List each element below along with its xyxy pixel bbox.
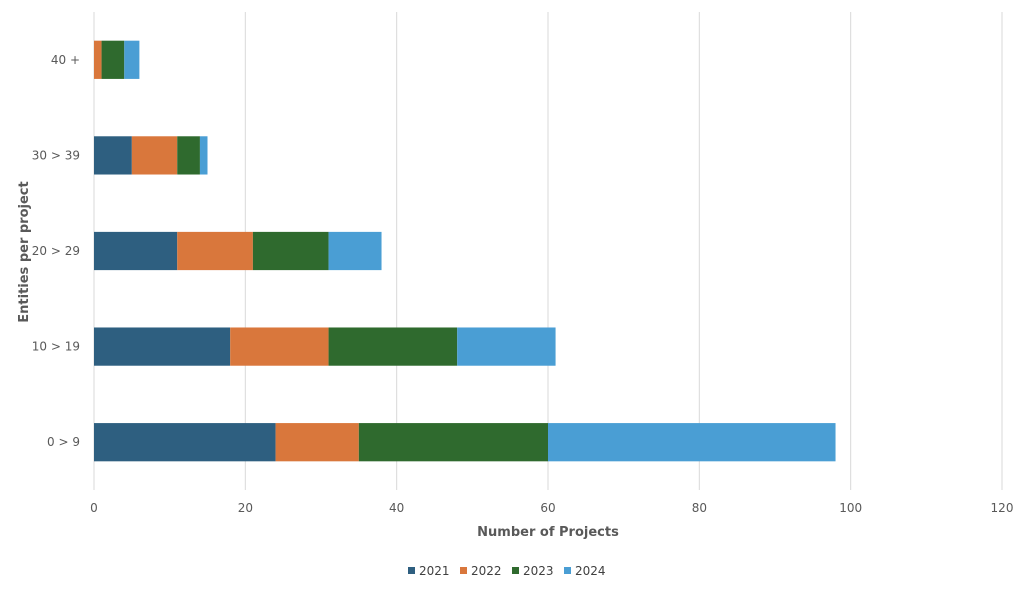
x-tick-label: 100 xyxy=(839,501,862,515)
x-tick-label: 40 xyxy=(389,501,404,515)
y-tick-label: 20 > 29 xyxy=(32,244,80,258)
bar-2022-4 xyxy=(94,40,102,79)
bar-2021-0 xyxy=(94,423,276,462)
y-tick-label: 0 > 9 xyxy=(47,435,80,449)
x-tick-label: 60 xyxy=(540,501,555,515)
y-tick-label: 30 > 39 xyxy=(32,148,80,162)
x-tick-label: 0 xyxy=(90,501,98,515)
bar-2024-1 xyxy=(457,327,556,366)
x-tick-label: 20 xyxy=(238,501,253,515)
x-tick-label: 80 xyxy=(692,501,707,515)
legend-label: 2023 xyxy=(523,564,554,578)
bar-2021-1 xyxy=(94,327,231,366)
bar-2022-1 xyxy=(230,327,329,366)
bar-2022-0 xyxy=(275,423,359,462)
bar-2023-3 xyxy=(177,136,200,175)
bar-2023-0 xyxy=(358,423,548,462)
bar-2024-4 xyxy=(124,40,140,79)
y-tick-label: 40 + xyxy=(51,53,80,67)
bar-2021-2 xyxy=(94,231,178,271)
x-axis-ticks: 0 20 40 60 80 100 120 xyxy=(90,501,1013,515)
x-tick-label: 120 xyxy=(991,501,1014,515)
bar-2024-0 xyxy=(548,423,836,462)
legend-swatch-2024 xyxy=(564,567,571,574)
bar-2024-3 xyxy=(199,136,208,175)
bar-2024-2 xyxy=(328,231,382,271)
bar-2023-2 xyxy=(252,231,329,271)
bar-2023-1 xyxy=(328,327,458,366)
y-axis-ticks: 0 > 9 10 > 19 20 > 29 30 > 39 40 + xyxy=(32,53,80,449)
y-axis-title: Entities per project xyxy=(17,181,32,322)
bar-2021-3 xyxy=(94,136,132,175)
legend-swatch-2021 xyxy=(408,567,415,574)
bar-2022-2 xyxy=(177,231,253,271)
gridlines xyxy=(93,12,1003,490)
x-axis-title: Number of Projects xyxy=(477,525,619,540)
y-tick-label: 10 > 19 xyxy=(32,340,80,354)
legend-swatch-2022 xyxy=(460,567,467,574)
bar-2022-3 xyxy=(131,136,178,175)
legend-label: 2024 xyxy=(575,564,606,578)
bars xyxy=(94,40,836,462)
legend-swatch-2023 xyxy=(512,567,519,574)
legend-label: 2022 xyxy=(471,564,502,578)
legend-label: 2021 xyxy=(419,564,450,578)
bar-2023-4 xyxy=(101,40,125,79)
legend: 2021 2022 2023 2024 xyxy=(408,564,606,578)
